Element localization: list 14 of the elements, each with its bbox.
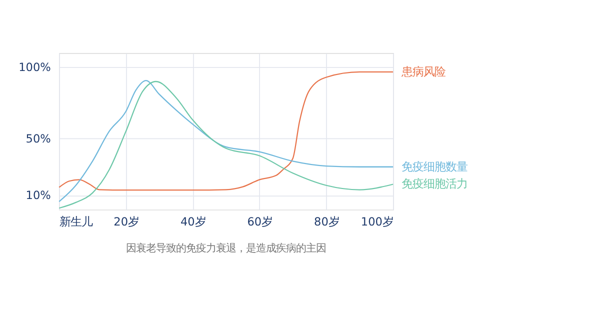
x-tick-label: 新生儿 bbox=[60, 216, 93, 229]
series-label: 免疫细胞数量 bbox=[402, 160, 468, 174]
x-tick-label: 40岁 bbox=[180, 216, 206, 229]
line-series bbox=[58, 71, 394, 191]
x-tick-label: 100岁 bbox=[360, 216, 394, 229]
x-tick-label: 80岁 bbox=[314, 216, 340, 229]
y-tick-label: 100% bbox=[18, 61, 52, 74]
series-label: 免疫细胞活力 bbox=[402, 178, 468, 191]
y-tick-label: 50% bbox=[26, 132, 52, 146]
x-tick-label: 20岁 bbox=[114, 216, 140, 229]
y-tick-label: 10% bbox=[26, 189, 52, 202]
series-label: 患病风险 bbox=[400, 65, 446, 78]
x-tick-label: 60岁 bbox=[247, 216, 273, 229]
text: 因衰老导致的免疫力衰退，是造成疾病的主因 bbox=[126, 242, 326, 254]
